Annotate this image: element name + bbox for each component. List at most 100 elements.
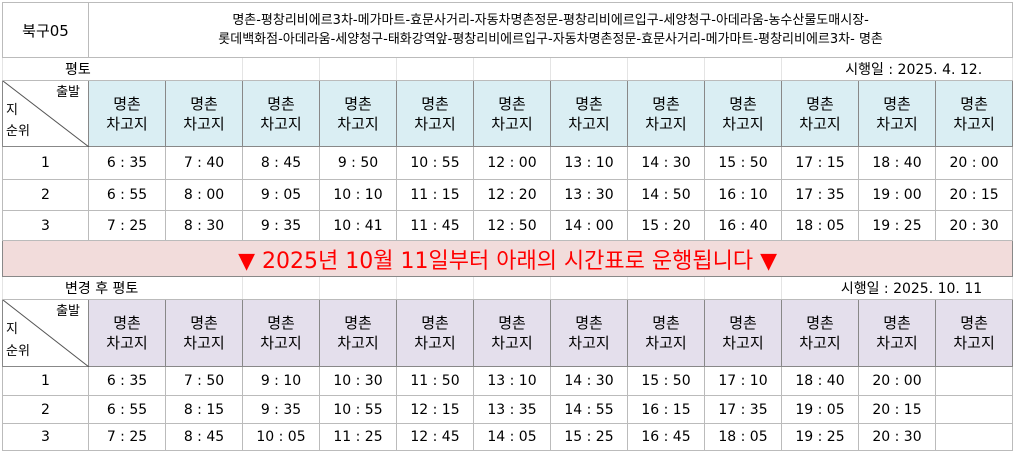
time-cell: 14 : 55 xyxy=(550,395,628,424)
table1-header-row: 출발 지 순위 명촌 차고지 명촌 차고지 명촌 차고지 명촌 차고지 명촌 차고지 명촌 차고… xyxy=(2,80,1014,147)
column-header: 명촌 차고지 xyxy=(781,80,859,147)
time-cell: 14 : 05 xyxy=(473,423,551,451)
column-header: 명촌 차고지 xyxy=(165,299,243,367)
time-cell: 20 : 00 xyxy=(934,146,1014,180)
time-cell: 6 : 35 xyxy=(88,366,166,396)
column-header: 명촌 차고지 xyxy=(165,80,243,147)
table2-header-row: 출발 지 순위 명촌 차고지 명촌 차고지 명촌 차고지 명촌 차고지 명촌 차고지 명촌 차고… xyxy=(2,299,1014,367)
time-cell: 10 : 55 xyxy=(396,146,474,180)
time-cell: 20 : 15 xyxy=(858,395,936,424)
time-cell: 11 : 45 xyxy=(396,210,474,241)
column-header: 명촌 차고지 xyxy=(704,80,782,147)
time-cell: 7 : 40 xyxy=(165,146,243,180)
column-header: 명촌 차고지 xyxy=(319,80,397,147)
time-cell: 20 : 15 xyxy=(934,179,1014,211)
time-cell: 12 : 15 xyxy=(396,395,474,424)
rank-cell: 1 xyxy=(2,146,89,180)
corner-header: 출발 지 순위 xyxy=(2,299,89,367)
time-cell: 8 : 15 xyxy=(165,395,243,424)
time-cell: 18 : 40 xyxy=(858,146,936,180)
time-cell xyxy=(934,366,1014,396)
corner-top: 출발 xyxy=(56,85,80,100)
day-type: 평토 xyxy=(2,57,243,81)
time-cell: 15 : 25 xyxy=(550,423,628,451)
route-line-2: 롯데백화점-아데라움-세양청구-태화강역앞-평창리비에르입구-자동차명촌정문-효… xyxy=(218,32,883,47)
time-cell: 20 : 30 xyxy=(858,423,936,451)
column-header: 명촌 차고지 xyxy=(396,299,474,367)
rank-cell: 1 xyxy=(2,366,89,396)
corner-bottom: 순위 xyxy=(6,124,30,139)
time-cell: 12 : 00 xyxy=(473,146,551,180)
column-header: 명촌 차고지 xyxy=(627,80,705,147)
column-header: 명촌 차고지 xyxy=(627,299,705,367)
column-header: 명촌 차고지 xyxy=(704,299,782,367)
diagonal-line-icon xyxy=(3,300,89,367)
corner-top: 출발 xyxy=(56,304,80,319)
time-cell: 20 : 30 xyxy=(934,210,1014,241)
time-cell: 16 : 10 xyxy=(704,179,782,211)
column-header: 명촌 차고지 xyxy=(319,299,397,367)
time-cell: 8 : 45 xyxy=(242,146,320,180)
time-cell: 6 : 55 xyxy=(88,395,166,424)
route-line-1: 명촌-평창리비에르3차-메가마트-효문사거리-자동차명촌정문-평창리비에르입구-… xyxy=(232,13,869,28)
time-cell: 15 : 50 xyxy=(704,146,782,180)
column-header: 명촌 차고지 xyxy=(550,80,628,147)
time-cell: 11 : 15 xyxy=(396,179,474,211)
time-cell: 11 : 50 xyxy=(396,366,474,396)
column-header: 명촌 차고지 xyxy=(934,299,1014,367)
time-cell: 10 : 30 xyxy=(319,366,397,396)
notice-banner-row: ▼ 2025년 10월 11일부터 아래의 시간표로 운행됩니다 ▼ xyxy=(1,240,1014,277)
time-cell: 13 : 10 xyxy=(550,146,628,180)
time-cell: 8 : 30 xyxy=(165,210,243,241)
column-header: 명촌 차고지 xyxy=(858,299,936,367)
rank-cell: 2 xyxy=(2,395,89,424)
time-cell: 7 : 25 xyxy=(88,210,166,241)
column-header: 명촌 차고지 xyxy=(473,299,551,367)
time-cell: 17 : 15 xyxy=(781,146,859,180)
title-row: 북구05 명촌-평창리비에르3차-메가마트-효문사거리-자동차명촌정문-평창리비에… xyxy=(2,2,1014,58)
time-cell: 6 : 55 xyxy=(88,179,166,211)
time-cell: 15 : 20 xyxy=(627,210,705,241)
corner-mid: 지 xyxy=(6,322,18,337)
time-cell: 14 : 30 xyxy=(550,366,628,396)
route-stops: 명촌-평창리비에르3차-메가마트-효문사거리-자동차명촌정문-평창리비에르입구-… xyxy=(87,2,1014,58)
time-cell: 16 : 45 xyxy=(627,423,705,451)
table1-subtitle-row: 평토 시행일 : 2025. 4. 12. xyxy=(2,57,1014,81)
time-cell: 12 : 20 xyxy=(473,179,551,211)
time-cell: 9 : 50 xyxy=(319,146,397,180)
day-type: 변경 후 평토 xyxy=(2,276,243,300)
column-header: 명촌 차고지 xyxy=(396,80,474,147)
corner-mid: 지 xyxy=(6,103,18,118)
effective-date: 시행일 : 2025. 10. 11 xyxy=(780,276,1014,300)
time-cell: 9 : 05 xyxy=(242,179,320,211)
time-cell: 9 : 35 xyxy=(242,210,320,241)
time-cell xyxy=(934,423,1014,451)
column-header: 명촌 차고지 xyxy=(88,80,166,147)
column-header: 명촌 차고지 xyxy=(242,299,320,367)
time-cell: 17 : 35 xyxy=(781,179,859,211)
column-header: 명촌 차고지 xyxy=(550,299,628,367)
time-cell: 15 : 50 xyxy=(627,366,705,396)
rank-cell: 3 xyxy=(2,210,89,241)
column-header: 명촌 차고지 xyxy=(858,80,936,147)
time-cell: 12 : 45 xyxy=(396,423,474,451)
column-header: 명촌 차고지 xyxy=(88,299,166,367)
time-cell: 19 : 25 xyxy=(858,210,936,241)
time-cell: 13 : 30 xyxy=(550,179,628,211)
time-cell: 10 : 41 xyxy=(319,210,397,241)
time-cell: 17 : 10 xyxy=(704,366,782,396)
column-header: 명촌 차고지 xyxy=(473,80,551,147)
table2-subtitle-row: 변경 후 평토 시행일 : 2025. 10. 11 xyxy=(2,276,1014,300)
time-cell: 9 : 35 xyxy=(242,395,320,424)
time-cell: 10 : 05 xyxy=(242,423,320,451)
time-cell: 14 : 30 xyxy=(627,146,705,180)
column-header: 명촌 차고지 xyxy=(934,80,1014,147)
